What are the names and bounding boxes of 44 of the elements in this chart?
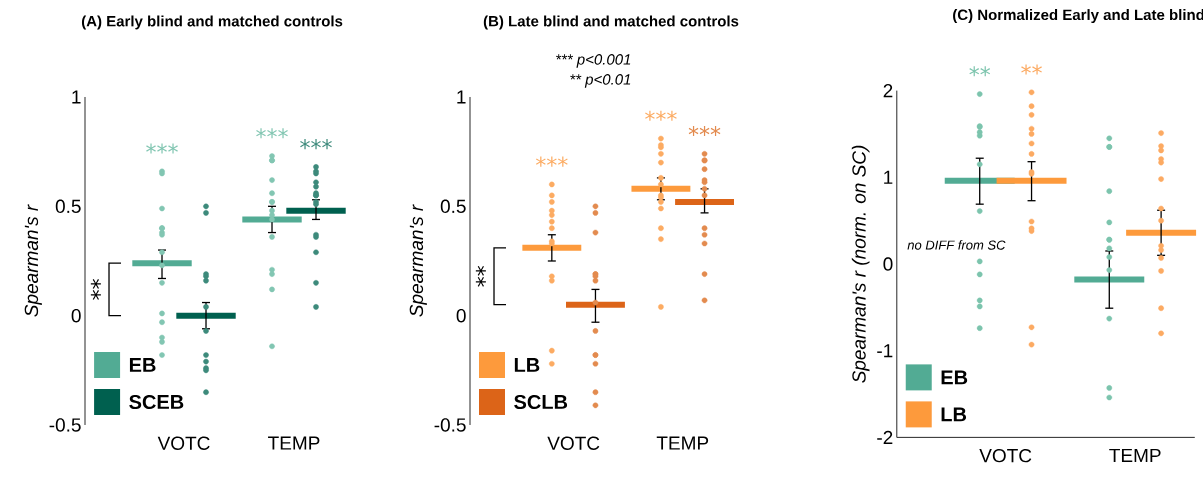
y-axis-title: Spearman's r xyxy=(409,204,427,317)
y-tick-label: 0.5 xyxy=(55,199,81,214)
y-tick-label: -1 xyxy=(877,344,893,358)
y-tick-label: 0.5 xyxy=(440,199,466,214)
legend-label: EB xyxy=(129,358,156,372)
chart-title: (C) Normalized Early and Late blind xyxy=(953,9,1203,24)
data-label: *** xyxy=(645,110,677,121)
y-axis-title: Spearman's r xyxy=(24,204,42,317)
text: ** p<0.01 xyxy=(570,74,631,88)
y-tick-label: 1 xyxy=(457,90,466,104)
y-tick-label: 0 xyxy=(456,308,466,323)
x-tick-label: TEMP xyxy=(1109,448,1161,462)
y-tick-label: 1 xyxy=(884,170,893,184)
legend-label: LB xyxy=(941,407,967,422)
legend-label: LB xyxy=(514,358,540,372)
x-tick-label: VOTC xyxy=(157,436,210,450)
y-tick-label: -0.5 xyxy=(49,418,81,432)
x-tick-label: TEMP xyxy=(656,436,709,450)
x-tick-label: TEMP xyxy=(268,436,320,450)
data-label: *** xyxy=(256,128,288,139)
data-label: *** xyxy=(688,125,721,137)
y-tick-label: -2 xyxy=(877,430,893,445)
data-label: *** xyxy=(146,143,178,154)
y-tick-label: 0 xyxy=(883,257,893,271)
data-label: ** xyxy=(1021,64,1042,75)
legend-label: SCLB xyxy=(514,394,568,410)
text: ** xyxy=(475,265,486,287)
y-tick-label: -0.5 xyxy=(434,418,466,432)
annotation: no DIFF from SC xyxy=(907,240,1006,250)
y-axis-title: Spearman's r (norm. on SC) xyxy=(851,145,870,383)
legend-label: SCEB xyxy=(129,394,184,410)
chart-title: (A) Early blind and matched controls xyxy=(81,15,343,30)
data-label: *** xyxy=(535,156,568,167)
data-label: *** xyxy=(300,139,332,150)
data-label: ** xyxy=(969,66,991,77)
x-tick-label: VOTC xyxy=(547,436,600,450)
y-tick-label: 0 xyxy=(71,308,81,323)
text: ** xyxy=(90,279,101,300)
y-tick-label: 2 xyxy=(883,83,893,98)
x-tick-label: VOTC xyxy=(979,448,1032,463)
chart-title: (B) Late blind and matched controls xyxy=(483,15,739,30)
legend-label: EB xyxy=(941,370,968,385)
y-tick-label: 1 xyxy=(72,90,81,104)
text: *** p<0.001 xyxy=(556,54,631,68)
